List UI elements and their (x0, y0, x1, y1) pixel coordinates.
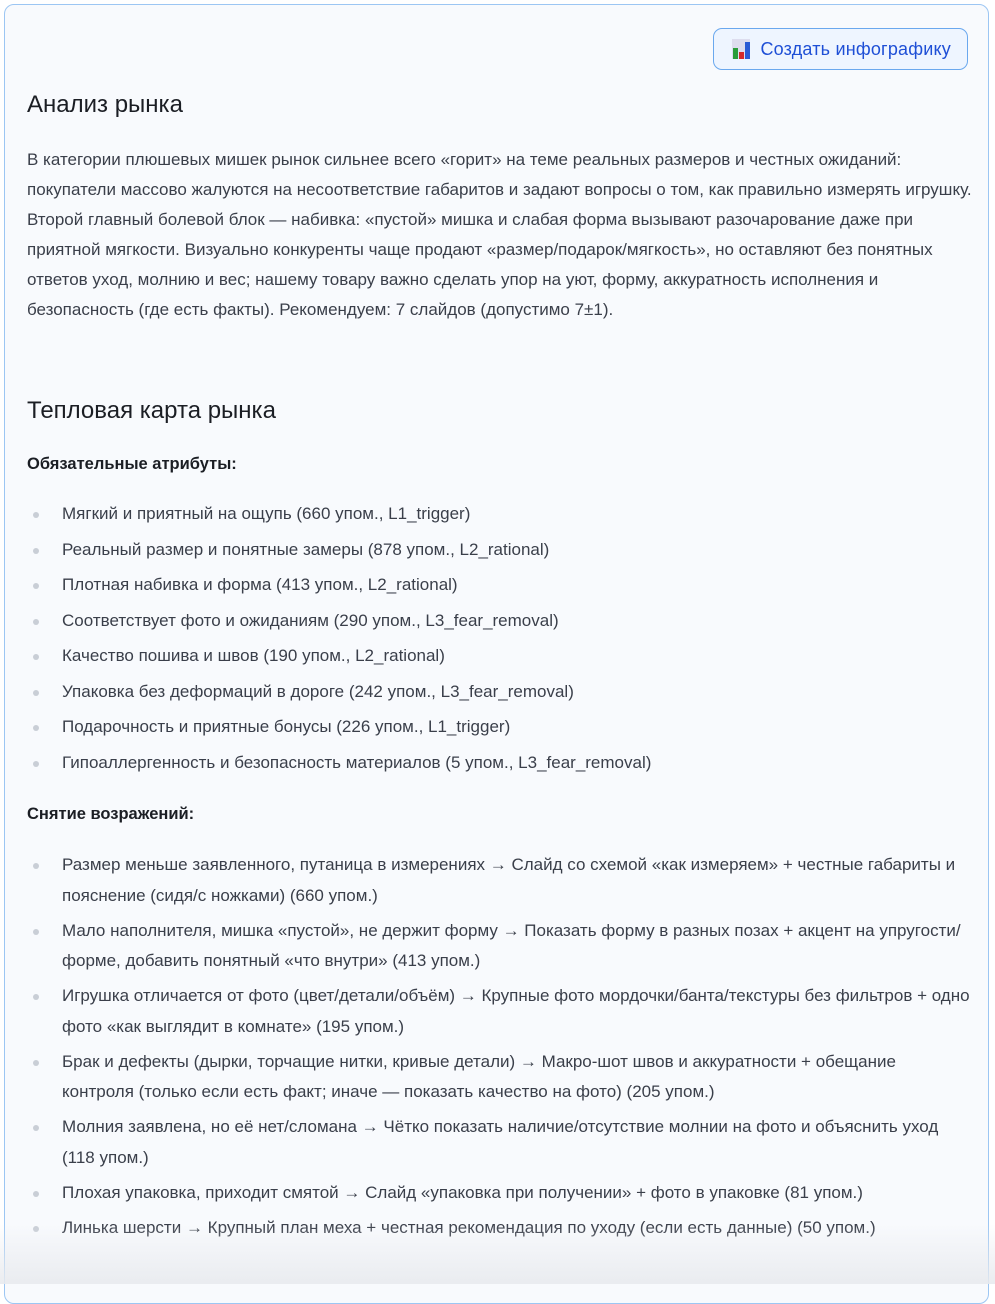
objection-item: Игрушка отличается от фото (цвет/детали/… (27, 981, 972, 1042)
heatmap-title: Тепловая карта рынка (27, 397, 276, 425)
create-infographic-button[interactable]: Создать инфографику (713, 28, 968, 70)
attribute-item: Соответствует фото и ожиданиям (290 упом… (27, 606, 972, 637)
objection-item: Плохая упаковка, приходит смятой → Слайд… (27, 1178, 972, 1209)
objection-item: Брак и дефекты (дырки, торчащие нитки, к… (27, 1047, 972, 1108)
objection-item: Мало наполнителя, мишка «пустой», не дер… (27, 916, 972, 977)
market-analysis-title: Анализ рынка (27, 91, 183, 119)
attribute-item: Подарочность и приятные бонусы (226 упом… (27, 712, 972, 743)
market-analysis-text: В категории плюшевых мишек рынок сильнее… (27, 145, 972, 325)
attribute-item: Упаковка без деформаций в дороге (242 уп… (27, 677, 972, 708)
attribute-item: Гипоаллергенность и безопасность материа… (27, 748, 972, 779)
market-analysis-card: Создать инфографику Анализ рынка В катег… (4, 4, 989, 1304)
attribute-item: Качество пошива и швов (190 упом., L2_ra… (27, 641, 972, 672)
objection-item: Молния заявлена, но её нет/сломана → Чёт… (27, 1112, 972, 1173)
objections-list: Размер меньше заявленного, путаница в из… (27, 850, 972, 1248)
bar-chart-icon (732, 39, 750, 59)
attributes-title: Обязательные атрибуты: (27, 455, 237, 474)
attribute-item: Реальный размер и понятные замеры (878 у… (27, 535, 972, 566)
objection-item: Линька шерсти → Крупный план меха + чест… (27, 1213, 972, 1244)
objection-item: Размер меньше заявленного, путаница в из… (27, 850, 972, 911)
attribute-item: Плотная набивка и форма (413 упом., L2_r… (27, 570, 972, 601)
objections-title: Снятие возражений: (27, 805, 194, 824)
attributes-list: Мягкий и приятный на ощупь (660 упом., L… (27, 499, 972, 783)
attribute-item: Мягкий и приятный на ощупь (660 упом., L… (27, 499, 972, 530)
create-infographic-label: Создать инфографику (760, 39, 951, 60)
